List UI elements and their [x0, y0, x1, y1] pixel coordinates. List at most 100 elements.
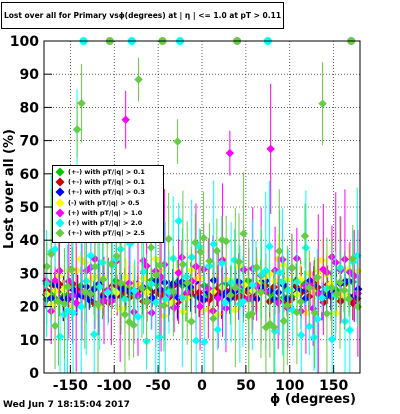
- data-point: [340, 286, 349, 295]
- data-point: [221, 298, 230, 308]
- data-point: [345, 325, 355, 335]
- data-point: [178, 260, 188, 269]
- data-point: [226, 290, 235, 300]
- data-point: [327, 335, 337, 344]
- data-point: [297, 330, 306, 340]
- data-point: [152, 270, 161, 280]
- legend-label: (+-) with pT/|q| > 0.3: [68, 188, 145, 197]
- y-tick-label: 90: [20, 67, 40, 83]
- axis-ticks: 0 10 20 30 40 50 60 70 80 90 100 -150 -100 -50 0 50 100 1…: [10, 34, 349, 394]
- data-point: [332, 289, 341, 298]
- data-point: [174, 268, 183, 277]
- data-point: [278, 260, 288, 270]
- data-point: [151, 298, 160, 307]
- legend: (+-) with pT/|q| > 0.1 (+-) with pT/|q| >…: [52, 165, 164, 243]
- legend-label: (+) with pT/|q| > 2.0: [68, 219, 143, 228]
- data-point: [348, 254, 357, 264]
- data-point: [112, 251, 121, 261]
- data-point: [42, 262, 52, 271]
- data-point: [225, 148, 235, 158]
- data-point: [226, 278, 236, 287]
- data-point: [130, 286, 139, 295]
- data-point: [217, 259, 227, 268]
- data-point: [159, 301, 169, 310]
- legend-label: (+-) with pT/|q| > 2.5: [68, 229, 145, 238]
- data-point: [269, 322, 279, 332]
- y-tick-label: 50: [20, 200, 40, 216]
- data-point: [292, 308, 302, 317]
- data-point: [90, 262, 100, 271]
- legend-swatch: [55, 178, 65, 186]
- grid-lines: [44, 40, 360, 374]
- legend-entry: (-) with pT/|q| > 0.5: [55, 198, 161, 208]
- data-point: [240, 280, 249, 290]
- data-point: [309, 333, 319, 342]
- data-point: [82, 276, 91, 286]
- series-6: [42, 57, 363, 373]
- legend-swatch: [55, 199, 65, 207]
- data-point: [133, 312, 143, 322]
- data-point: [296, 297, 306, 306]
- legend-entry: (+) with pT/|q| > 2.0: [55, 218, 161, 228]
- data-point: [234, 257, 244, 267]
- y-tick-label: 30: [20, 266, 40, 282]
- data-point: [54, 297, 63, 306]
- legend-entry: (+-) with pT/|q| > 0.3: [55, 187, 161, 197]
- data-point: [205, 256, 214, 266]
- data-point: [305, 322, 314, 331]
- data-point: [133, 291, 143, 300]
- data-point: [239, 229, 248, 238]
- datestamp: Wed Jun 7 18:15:04 2017: [3, 400, 130, 410]
- legend-entry: (+) with pT/|q| > 1.0: [55, 208, 161, 218]
- data-point: [148, 293, 157, 303]
- data-point: [164, 234, 173, 244]
- data-point: [125, 239, 135, 248]
- data-point: [147, 308, 156, 318]
- data-point: [283, 301, 292, 310]
- legend-swatch: [55, 209, 65, 217]
- data-point: [50, 321, 60, 331]
- legend-swatch: [55, 188, 65, 196]
- data-point: [50, 245, 60, 254]
- data-point: [199, 233, 208, 243]
- data-point: [191, 238, 200, 247]
- x-tick-label: -100: [97, 378, 132, 394]
- data-point: [313, 314, 322, 324]
- data-point: [86, 251, 95, 260]
- legend-entry: (+-) with pT/|q| > 2.5: [55, 228, 161, 238]
- legend-swatch: [55, 229, 65, 237]
- data-point: [60, 299, 69, 309]
- data-point: [287, 263, 297, 273]
- x-axis-label: ϕ (degrees): [270, 392, 356, 407]
- data-point: [50, 276, 60, 285]
- y-tick-label: 40: [20, 233, 40, 249]
- data-point: [238, 297, 248, 306]
- legend-label: (+-) with pT/|q| > 0.1: [68, 178, 145, 187]
- data-point: [221, 237, 231, 246]
- data-point: [265, 242, 274, 251]
- data-point: [335, 278, 345, 287]
- data-point: [173, 137, 182, 146]
- y-tick-label: 70: [20, 134, 40, 150]
- data-point: [168, 279, 177, 289]
- data-point: [305, 283, 314, 292]
- data-point: [178, 293, 187, 302]
- data-point: [301, 243, 311, 253]
- data-point: [279, 316, 288, 326]
- data-point: [71, 298, 81, 308]
- data-point: [139, 267, 148, 276]
- data-point: [99, 296, 109, 305]
- data-point: [261, 266, 270, 276]
- data-point: [231, 283, 240, 292]
- data-point: [121, 115, 130, 124]
- data-point: [310, 308, 319, 318]
- legend-entry: (+-) with pT/|q| > 0.1: [55, 167, 161, 177]
- y-tick-label: 0: [29, 366, 39, 382]
- data-point: [134, 75, 143, 84]
- data-point: [137, 283, 147, 293]
- data-point: [46, 249, 56, 259]
- y-tick-label: 20: [20, 300, 40, 316]
- data-point: [63, 282, 72, 291]
- data-point: [248, 280, 257, 290]
